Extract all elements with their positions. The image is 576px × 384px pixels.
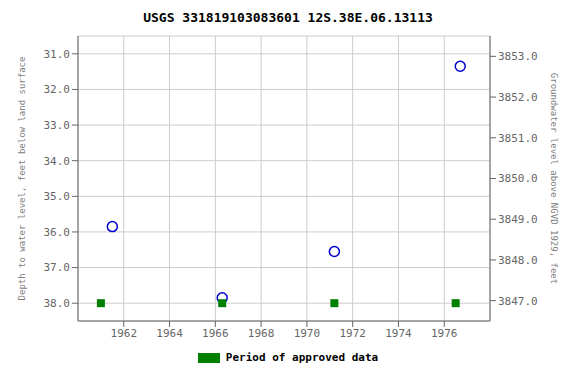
svg-text:1970: 1970 [294,327,321,340]
svg-text:36.0: 36.0 [44,226,71,239]
svg-text:32.0: 32.0 [44,83,71,96]
html-text:USGS 331819103083601 12S.38E.0: USGS 331819103083601 12S.38E.06.13113 [143,10,433,25]
svg-text:3849.0: 3849.0 [498,213,538,226]
svg-text:3851.0: 3851.0 [498,132,538,145]
svg-text:1976: 1976 [431,327,458,340]
svg-text:1974: 1974 [385,327,412,340]
svg-text:37.0: 37.0 [44,261,71,274]
svg-text:31.0: 31.0 [44,48,71,61]
svg-text:1962: 1962 [111,327,138,340]
svg-text:Depth to water level, feet bel: Depth to water level, feet below land su… [17,57,27,301]
svg-text:1972: 1972 [339,327,366,340]
svg-text:3852.0: 3852.0 [498,91,538,104]
svg-text:1964: 1964 [156,327,183,340]
svg-text:3850.0: 3850.0 [498,172,538,185]
svg-text:3853.0: 3853.0 [498,50,538,63]
svg-text:1968: 1968 [248,327,275,340]
svg-text:3848.0: 3848.0 [498,254,538,267]
svg-text:33.0: 33.0 [44,119,71,132]
html-text:Period of approved data: Period of approved data [225,351,379,364]
svg-text:Groundwater level above NGVD 1: Groundwater level above NGVD 1929, feet [549,73,559,284]
svg-text:1966: 1966 [202,327,229,340]
svg-text:34.0: 34.0 [44,155,71,168]
svg-text:3847.0: 3847.0 [498,295,538,308]
svg-text:38.0: 38.0 [44,297,71,310]
svg-text:35.0: 35.0 [44,190,71,203]
